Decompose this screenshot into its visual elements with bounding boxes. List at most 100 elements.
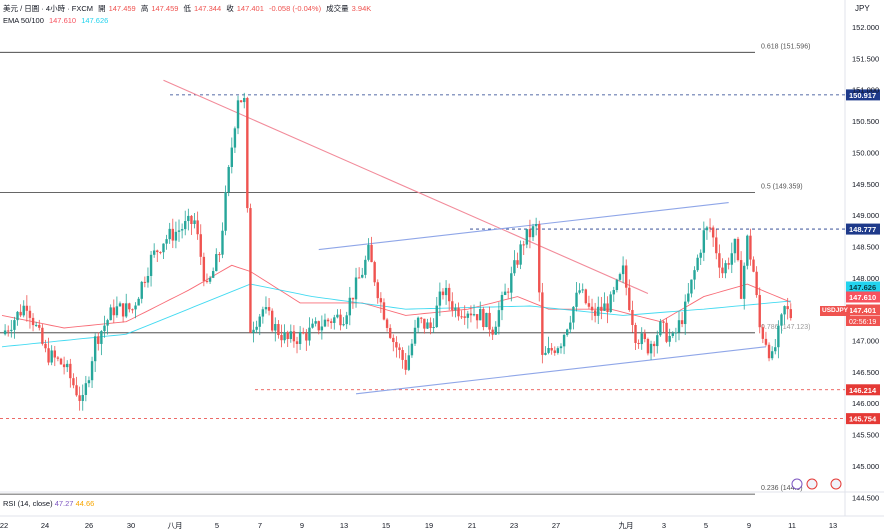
price-tick: 147.000 [852,337,879,346]
candle-body [652,343,656,347]
candle-body [786,306,789,310]
candle-body [53,350,56,358]
candle-body [550,347,553,351]
ema100-value: 147.626 [81,16,109,25]
candle-body [755,271,758,296]
level-tag-label: 146.214 [849,386,877,395]
candle-body [715,237,718,254]
fib-mid-label: 0.786 (147.123) [761,324,810,331]
candle-body [171,228,175,241]
candle-body [165,239,168,244]
currency-label: JPY [855,4,870,13]
price-tick: 144.500 [852,493,879,502]
price-tag-label: 147.626 [849,283,876,292]
candle-body [746,235,749,266]
time-tick: 7 [258,521,262,530]
candle-body [367,244,370,260]
ema50-value: 147.610 [48,16,77,25]
candle-body [174,231,178,241]
candle-body [25,305,29,311]
candle-body [376,282,379,299]
candle-body [674,332,678,334]
event-flag-icon[interactable] [791,478,803,490]
candle-body [770,351,774,359]
candle-body [230,147,234,167]
candle-body [10,329,13,331]
candle-body [435,305,438,328]
candle-body [100,331,103,344]
rsi-legend[interactable]: RSI (14, close) 47.27 44.66 [3,499,94,508]
candle-body [739,260,743,299]
candle-body [649,343,653,354]
candle-body [72,378,75,386]
ema50-line [1,264,791,329]
candle-body [705,227,709,231]
candle-body [187,215,190,222]
candle-body [41,327,44,344]
candle-body [578,290,581,293]
level-tag [846,384,880,396]
candle-body [519,244,522,265]
candle-body [758,295,761,328]
candle-body [727,263,730,265]
candle-body [364,259,367,275]
high-value: 147.459 [151,4,179,13]
candle-body [239,100,243,103]
candle-body [320,326,324,331]
candle-body [606,303,609,313]
candle-body [56,357,60,359]
candle-body [590,306,594,311]
candle-body [267,307,271,311]
candle-body [696,257,699,271]
candle-body [333,317,336,323]
candle-body [475,314,479,321]
low-value: 147.344 [194,4,222,13]
time-tick: 22 [0,521,8,530]
candle-body [783,306,786,315]
grid [0,0,884,517]
candle-body [3,330,7,335]
candle-body [395,342,398,348]
level-tag [846,413,880,425]
candle-body [603,303,606,311]
ema-legend[interactable]: EMA 50/100 147.610 147.626 [3,16,111,25]
candle-body [516,260,519,265]
candle-body [432,327,435,329]
candle-body [31,317,35,326]
event-flag-icon[interactable] [830,478,842,490]
candle-body [274,324,277,331]
candle-body [345,315,348,325]
candle-body [162,243,165,253]
candle-body [416,317,420,328]
price-tick: 151.500 [852,54,879,63]
price-tick: 152.000 [852,23,879,32]
candle-body [451,301,454,311]
event-icons [791,478,842,490]
candle-body [491,329,494,335]
candle-body [193,220,196,224]
candle-body [177,230,181,232]
candle-body [227,166,230,193]
candle-body [404,359,407,370]
candle-body [584,289,588,304]
candle-body [702,230,706,253]
candle-body [38,324,41,328]
candle-body [724,263,727,274]
candle-body [326,319,330,322]
candle-body [47,348,50,363]
event-flag-icon[interactable] [806,478,818,490]
candle-body [317,321,320,331]
candle-body [609,294,612,313]
candle-body [736,238,740,261]
candle-body [730,253,733,265]
candle-body [711,227,715,238]
candle-body [749,235,752,260]
candle-body [382,302,386,320]
candle-body [211,271,215,278]
candle-body [593,310,597,316]
time-tick: 21 [468,521,476,530]
price-tick: 149.000 [852,211,879,220]
candle-body [643,333,647,340]
candle-body [109,307,112,321]
